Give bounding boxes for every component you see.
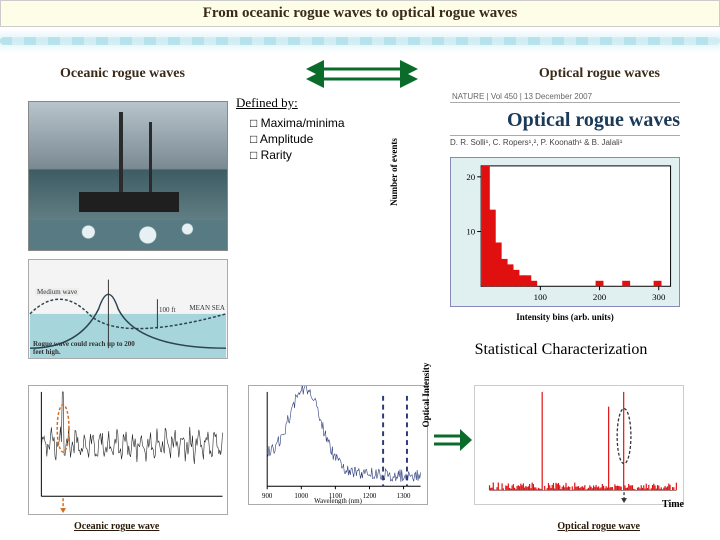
svg-text:10: 10 bbox=[466, 227, 475, 237]
hist-xlabel: Intensity bins (arb. units) bbox=[451, 312, 679, 322]
row-subheadings: Oceanic rogue waves Optical rogue waves bbox=[0, 59, 720, 89]
arrow-right-icon bbox=[432, 425, 472, 460]
label-medium-wave: Medium wave bbox=[35, 288, 79, 296]
caption-optical: Optical rogue wave bbox=[557, 521, 640, 532]
label-height: 100 ft bbox=[159, 306, 176, 314]
journal-line: NATURE | Vol 450 | 13 December 2007 bbox=[450, 91, 680, 103]
spectrum-plot: 9001000110012001300Wavelength (nm) bbox=[248, 385, 428, 505]
svg-text:1200: 1200 bbox=[363, 493, 377, 500]
caption-oceanic: Oceanic rogue wave bbox=[74, 521, 159, 532]
optical-timeseries: Optical Intensity bbox=[474, 385, 684, 505]
defined-item: Rarity bbox=[250, 147, 345, 163]
decorative-wave bbox=[0, 29, 720, 53]
svg-text:900: 900 bbox=[262, 493, 273, 500]
paper-authors: D. R. Solli¹, C. Ropers¹,², P. Koonath¹ … bbox=[450, 135, 680, 147]
histogram: Number of events 1020100200300 Intensity… bbox=[450, 157, 680, 307]
svg-text:100: 100 bbox=[534, 292, 548, 302]
hist-ylabel: Number of events bbox=[389, 112, 399, 232]
optical-ylabel: Optical Intensity bbox=[421, 345, 431, 445]
svg-text:200: 200 bbox=[593, 292, 607, 302]
svg-text:1000: 1000 bbox=[294, 493, 308, 500]
defined-item: Amplitude bbox=[250, 131, 345, 147]
label-rogue: Rogue wave could reach up to 200 feet hi… bbox=[33, 340, 143, 356]
defined-item: Maxima/minima bbox=[250, 115, 345, 131]
bidirectional-arrow bbox=[302, 59, 422, 89]
svg-text:20: 20 bbox=[466, 172, 475, 182]
svg-text:1300: 1300 bbox=[397, 493, 411, 500]
statistical-title: Statistical Characterization bbox=[438, 341, 684, 359]
ship-photo-placeholder bbox=[28, 101, 228, 251]
wave-illustration: Medium wave 100 ft MEAN SEA Rogue wave c… bbox=[28, 259, 228, 359]
svg-text:300: 300 bbox=[652, 292, 666, 302]
paper-title: Optical rogue waves bbox=[507, 109, 680, 132]
label-mean-sea: MEAN SEA bbox=[189, 304, 225, 312]
subhead-right: Optical rogue waves bbox=[539, 66, 660, 82]
slide-title: From oceanic rogue waves to optical rogu… bbox=[0, 0, 720, 27]
oceanic-timeseries bbox=[28, 385, 228, 515]
defined-by-block: Defined by: Maxima/minima Amplitude Rari… bbox=[236, 95, 345, 164]
optical-xlabel: Time bbox=[662, 499, 684, 510]
svg-text:Wavelength (nm): Wavelength (nm) bbox=[314, 498, 362, 504]
subhead-left: Oceanic rogue waves bbox=[60, 66, 185, 82]
defined-heading: Defined by: bbox=[236, 95, 345, 111]
